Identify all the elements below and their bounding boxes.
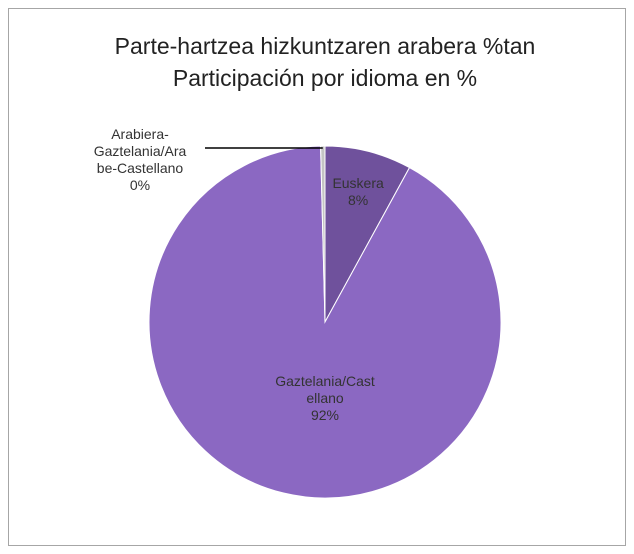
- label-box: Arabiera-Gaztelania/Arabe-Castellano 0%: [92, 110, 188, 210]
- category-label: Gaztelania/Castellano: [275, 373, 375, 407]
- pie-slice: [148, 145, 502, 499]
- label-box: Euskera 8%: [308, 157, 408, 227]
- category-label: Euskera: [332, 175, 384, 192]
- value-label: 92%: [310, 407, 340, 424]
- pie-slice: [320, 145, 326, 323]
- label-box: Gaztelania/Castellano 92%: [275, 364, 375, 434]
- category-label: Arabiera-Gaztelania/Arabe-Castellano: [93, 126, 187, 176]
- value-label: 0%: [129, 177, 151, 193]
- chart-subtitle: Participación por idioma en %: [173, 65, 477, 91]
- value-label: 8%: [348, 192, 369, 209]
- chart-title: Parte-hartzea hizkuntzaren arabera %tan: [115, 33, 536, 59]
